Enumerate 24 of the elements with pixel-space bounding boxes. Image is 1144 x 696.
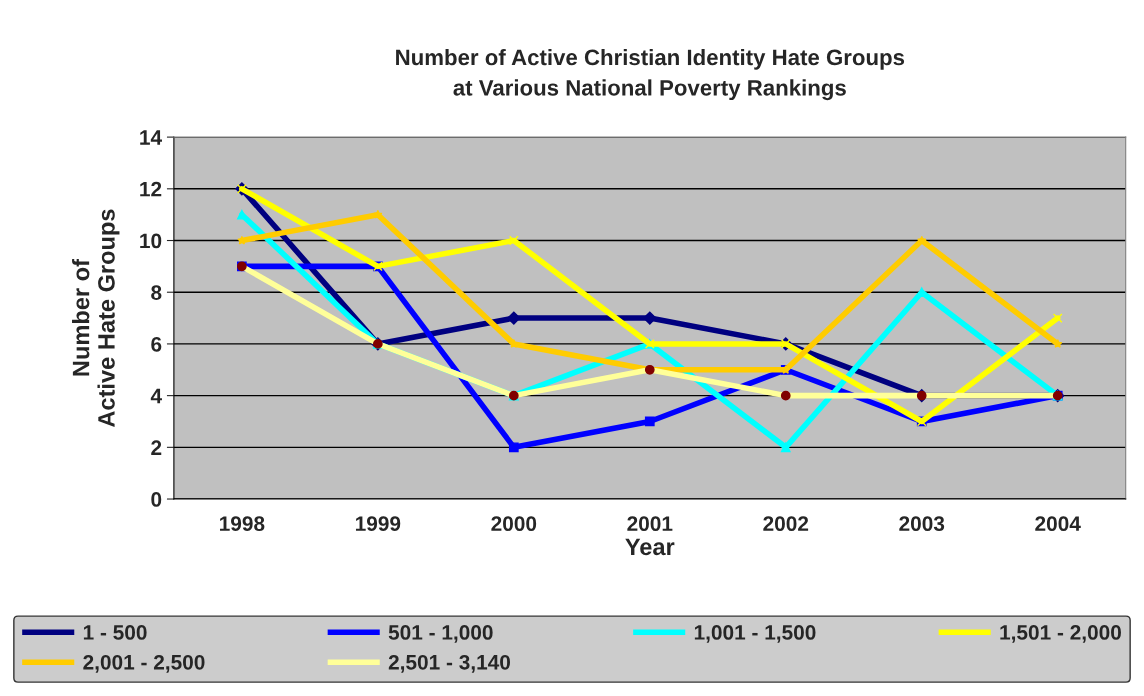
x-tick-label: 2000 (491, 516, 537, 531)
y-tick-label: 12 (140, 181, 162, 197)
legend-label: 501 - 1,000 (388, 625, 493, 643)
y-tick-label: 4 (150, 388, 162, 404)
x-tick-label: 2003 (899, 516, 945, 532)
x-tick-label: 2002 (763, 516, 809, 531)
x-tick-label: 1998 (220, 516, 265, 531)
legend-label: 2,501 - 3,140 (388, 654, 511, 673)
y-axis-title: Number of Active Hate Groups (72, 209, 120, 428)
y-tick-label: 6 (151, 336, 162, 352)
chart-title: Number of Active Christian Identity Hate Groups at Various National Poverty Rankings (396, 48, 905, 101)
y-tick-label: 8 (151, 285, 162, 300)
x-tick-label: 2004 (1035, 516, 1081, 531)
y-tick-label: 2 (151, 440, 162, 455)
y-tick-label: 10 (140, 233, 162, 249)
legend-label: 1,501 - 2,000 (1000, 625, 1121, 643)
x-tick-label: 2001 (627, 516, 673, 531)
y-tick-label: 14 (140, 130, 162, 145)
x-tick-label: 1999 (355, 516, 401, 531)
legend-label: 1 - 500 (83, 625, 147, 640)
legend-label: 1,001 - 1,500 (694, 625, 816, 643)
legend-label: 2,001 - 2,500 (83, 654, 205, 673)
x-axis-title: Year (625, 538, 675, 556)
y-tick-label: 0 (151, 492, 162, 507)
